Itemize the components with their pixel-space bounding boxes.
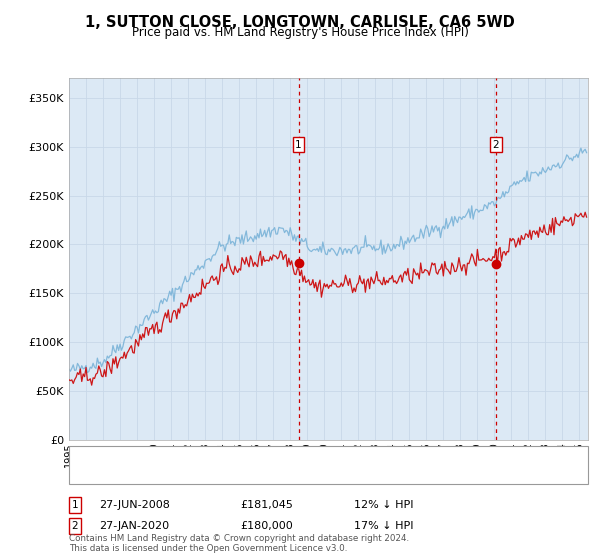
Text: HPI: Average price, detached house, Cumberland: HPI: Average price, detached house, Cumb… xyxy=(109,469,366,479)
Text: 2: 2 xyxy=(493,140,499,150)
Text: 27-JUN-2008: 27-JUN-2008 xyxy=(99,500,170,510)
Text: 1, SUTTON CLOSE, LONGTOWN, CARLISLE, CA6 5WD (detached house): 1, SUTTON CLOSE, LONGTOWN, CARLISLE, CA6… xyxy=(109,451,477,461)
Text: Contains HM Land Registry data © Crown copyright and database right 2024.
This d: Contains HM Land Registry data © Crown c… xyxy=(69,534,409,553)
Text: 17% ↓ HPI: 17% ↓ HPI xyxy=(354,521,413,531)
Text: £181,045: £181,045 xyxy=(240,500,293,510)
Text: 1: 1 xyxy=(71,500,79,510)
Text: 1, SUTTON CLOSE, LONGTOWN, CARLISLE, CA6 5WD: 1, SUTTON CLOSE, LONGTOWN, CARLISLE, CA6… xyxy=(85,15,515,30)
Text: 1: 1 xyxy=(295,140,302,150)
Text: 12% ↓ HPI: 12% ↓ HPI xyxy=(354,500,413,510)
Text: £180,000: £180,000 xyxy=(240,521,293,531)
Text: 27-JAN-2020: 27-JAN-2020 xyxy=(99,521,169,531)
Text: 2: 2 xyxy=(71,521,79,531)
Text: Price paid vs. HM Land Registry's House Price Index (HPI): Price paid vs. HM Land Registry's House … xyxy=(131,26,469,39)
